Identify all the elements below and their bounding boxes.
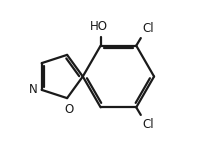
Text: Cl: Cl <box>142 118 154 131</box>
Text: Cl: Cl <box>142 22 154 35</box>
Text: N: N <box>29 83 38 96</box>
Text: HO: HO <box>90 20 108 33</box>
Text: O: O <box>64 103 73 116</box>
